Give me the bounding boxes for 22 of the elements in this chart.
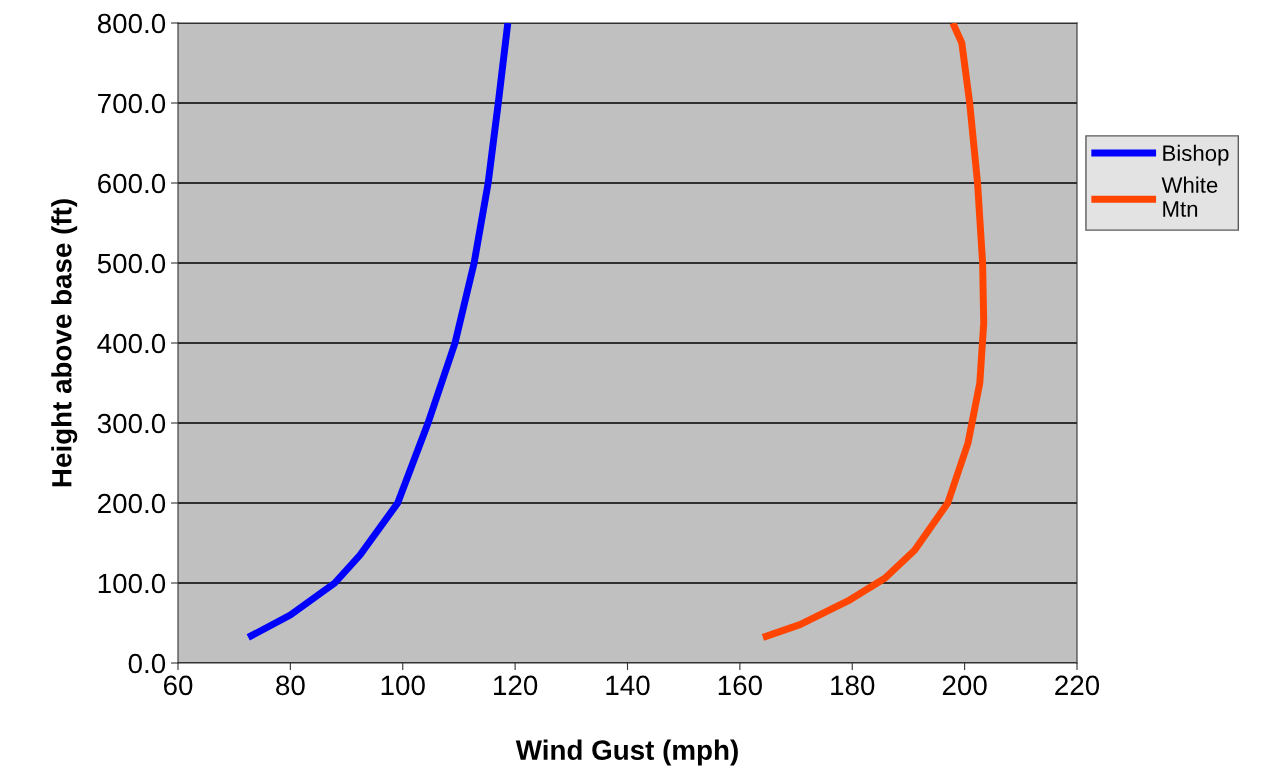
y-tick-label: 400.0 — [97, 333, 166, 354]
y-tick-label: 800.0 — [97, 13, 166, 34]
x-tick-label: 220 — [1055, 675, 1100, 696]
y-tick-label: 0.0 — [128, 653, 166, 674]
y-tick-label: 100.0 — [98, 573, 166, 594]
x-tick-label: 100 — [381, 675, 425, 696]
x-tick-label: 60 — [163, 675, 193, 696]
x-tick-label: 80 — [276, 675, 305, 696]
x-tick-label: 140 — [606, 675, 650, 696]
x-axis-title: Wind Gust (mph) — [515, 739, 738, 766]
x-tick-label: 120 — [494, 675, 538, 696]
x-tick-label: 180 — [831, 675, 875, 696]
y-tick-label: 600.0 — [98, 173, 166, 194]
y-tick-label: 500.0 — [97, 253, 166, 274]
legend-label: Bishop — [1163, 144, 1229, 166]
y-tick-label: 700.0 — [98, 93, 166, 114]
x-tick-label: 160 — [718, 675, 762, 696]
y-tick-label: 200.0 — [98, 493, 166, 514]
y-tick-label: 300.0 — [97, 413, 166, 434]
x-tick-label: 200 — [942, 675, 987, 696]
y-axis-title: Height above base (ft) — [51, 199, 78, 487]
legend-label: White Mtn — [1161, 176, 1218, 217]
